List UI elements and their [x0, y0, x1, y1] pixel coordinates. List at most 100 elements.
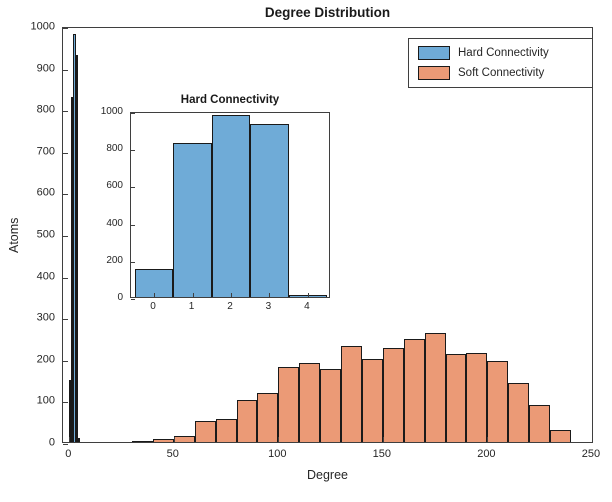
x-tick-label: 200: [477, 448, 496, 460]
x-tick-mark: [192, 293, 194, 297]
legend-label-soft-connectivity: Soft Connectivity: [458, 67, 545, 79]
y-tick-label: 200: [36, 353, 55, 366]
y-tick-label: 900: [36, 62, 55, 75]
y-tick-mark: [63, 28, 68, 29]
y-tick-mark: [131, 224, 135, 226]
y-tick-label: 200: [106, 254, 123, 266]
histogram-bar: [75, 55, 78, 442]
histogram-bar: [508, 382, 530, 442]
y-tick-mark: [131, 113, 135, 114]
x-tick-mark: [591, 437, 593, 442]
x-tick-label: 3: [265, 301, 272, 312]
y-tick-mark: [63, 69, 68, 71]
histogram-bar: [361, 358, 383, 442]
y-tick-mark: [63, 277, 68, 279]
legend-label-hard-connectivity: Hard Connectivity: [458, 47, 549, 59]
histogram-bar: [550, 429, 571, 442]
y-tick-label: 500: [36, 228, 55, 241]
histogram-bar: [131, 440, 153, 442]
histogram-bar: [194, 421, 216, 442]
histogram-bar: [320, 369, 342, 442]
histogram-bar: [299, 362, 321, 442]
x-tick-label: 0: [150, 301, 156, 312]
x-tick-mark: [382, 437, 384, 442]
x-tick-mark: [154, 293, 156, 297]
legend-item-hard-connectivity: Hard Connectivity: [409, 43, 592, 63]
y-tick-mark: [131, 150, 135, 152]
histogram-bar: [173, 435, 195, 442]
y-tick-label: 600: [36, 186, 55, 199]
histogram-bar: [77, 437, 80, 442]
x-tick-label: 1: [188, 301, 195, 312]
x-tick-mark: [307, 293, 309, 297]
legend-swatch-hard-connectivity: [418, 46, 450, 60]
x-tick-mark: [278, 437, 280, 442]
histogram-bar: [152, 438, 174, 442]
y-tick-label: 1000: [30, 20, 55, 33]
y-tick-mark: [131, 261, 135, 263]
x-tick-mark: [69, 437, 71, 442]
y-tick-mark: [131, 187, 135, 189]
y-tick-label: 600: [106, 180, 123, 192]
y-tick-label: 400: [36, 270, 55, 283]
histogram-bar: [257, 392, 279, 442]
histogram-bar: [466, 352, 488, 442]
y-tick-mark: [131, 299, 135, 300]
x-tick-mark: [487, 437, 489, 442]
y-tick-label: 300: [36, 311, 55, 324]
histogram-bar: [134, 269, 174, 297]
x-tick-label: 100: [268, 448, 287, 460]
histogram-bar: [215, 419, 237, 442]
histogram-bar: [71, 96, 74, 442]
y-tick-label: 400: [106, 217, 123, 229]
y-tick-mark: [63, 236, 68, 237]
histogram-bar: [69, 379, 72, 442]
y-tick-label: 800: [106, 143, 123, 155]
histogram-bar: [250, 124, 289, 297]
histogram-bar: [211, 114, 251, 297]
y-tick-mark: [63, 360, 68, 362]
y-tick-mark: [63, 111, 68, 113]
x-tick-mark: [269, 293, 271, 297]
y-tick-mark: [63, 152, 68, 154]
y-tick-mark: [63, 402, 68, 404]
histogram-bar: [403, 338, 425, 442]
y-tick-label: 100: [36, 394, 55, 407]
y-tick-label: 0: [48, 436, 55, 449]
chart-title: Degree Distribution: [264, 5, 391, 20]
x-tick-mark: [173, 437, 175, 442]
legend: Hard Connectivity Soft Connectivity: [408, 38, 593, 88]
histogram-bar: [288, 295, 328, 297]
inset-title: Hard Connectivity: [180, 94, 280, 106]
legend-swatch-soft-connectivity: [418, 66, 450, 80]
legend-item-soft-connectivity: Soft Connectivity: [409, 63, 592, 83]
x-axis-label: Degree: [307, 468, 348, 482]
x-tick-label: 2: [227, 301, 233, 312]
x-tick-label: 250: [581, 448, 601, 460]
x-tick-label: 4: [304, 301, 310, 312]
x-tick-label: 0: [65, 448, 72, 460]
histogram-bar: [529, 404, 551, 442]
inset-plot-area: [130, 112, 330, 300]
y-tick-label: 700: [36, 145, 55, 158]
main-plot-area: [62, 27, 593, 445]
x-tick-label: 150: [372, 448, 392, 460]
y-tick-label: 1000: [100, 106, 123, 117]
y-tick-label: 800: [36, 103, 55, 116]
x-tick-label: 50: [166, 448, 179, 460]
histogram-bar: [278, 367, 300, 442]
histogram-bar: [236, 400, 258, 442]
histogram-bar: [173, 142, 212, 297]
histogram-bar: [382, 348, 404, 442]
histogram-bar: [487, 360, 509, 442]
histogram-bar: [445, 353, 467, 442]
x-tick-mark: [231, 293, 232, 297]
y-tick-mark: [63, 319, 68, 321]
histogram-bar: [73, 34, 76, 442]
y-tick-mark: [63, 194, 68, 196]
y-tick-mark: [63, 444, 68, 445]
histogram-bar: [424, 333, 446, 442]
y-tick-label: 0: [117, 292, 123, 303]
histogram-bar: [341, 345, 362, 442]
